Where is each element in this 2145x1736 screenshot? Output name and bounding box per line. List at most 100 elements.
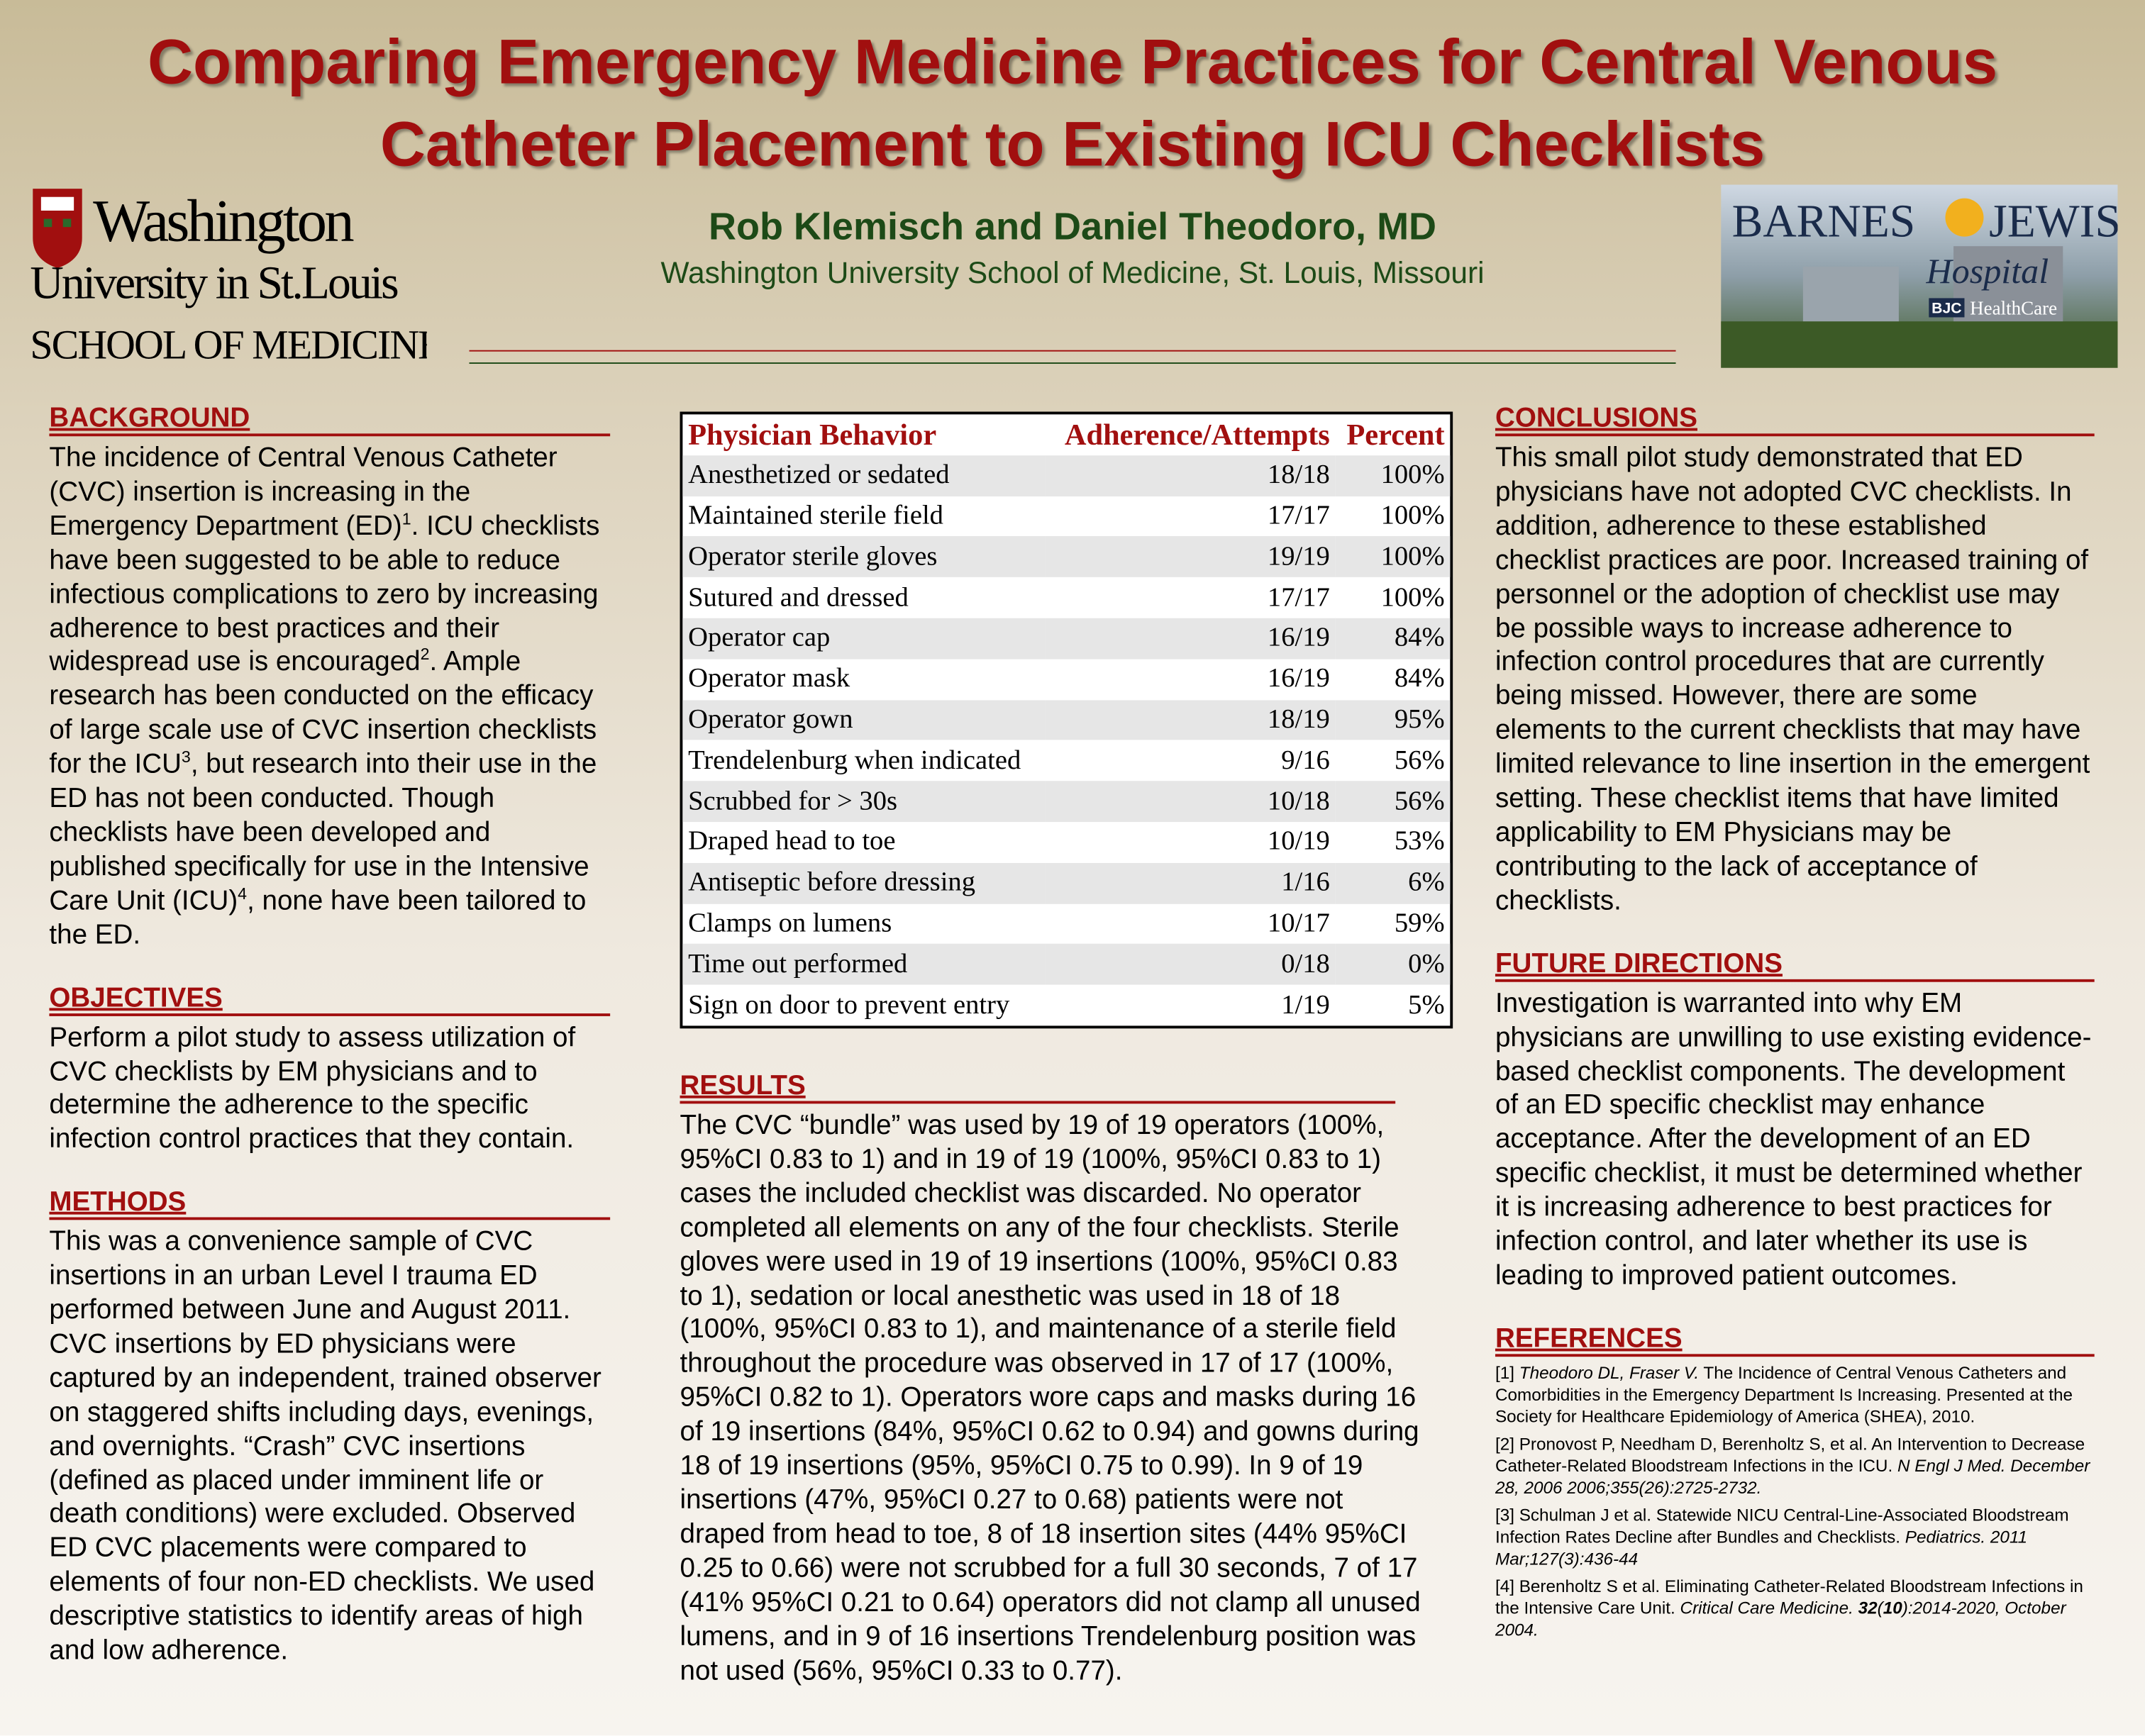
table-cell: 59% [1394, 908, 1445, 938]
table-row: Operator cap 16/19 84% [682, 618, 1451, 660]
table-cell: Draped head to toe [688, 826, 896, 857]
table-cell: 56% [1335, 781, 1451, 823]
paragraph: This small pilot study demonstrated that… [1495, 443, 2090, 916]
table-cell: 100% [1380, 582, 1445, 613]
right-column: CONCLUSIONS This small pilot study demon… [1495, 404, 2095, 1671]
text: [2] Pronovost P, Needham D, Berenholtz S… [1495, 1434, 2085, 1476]
table-row: Operator sterile gloves 19/19 100% [682, 536, 1451, 578]
text: Critical Care Medicine. [1680, 1598, 1858, 1618]
section: FUTURE DIRECTIONS Investigation is warra… [1495, 949, 2095, 1293]
bjh-name: JEWISH [1989, 196, 2117, 247]
section: METHODS This was a convenience sample of… [49, 1187, 611, 1668]
divider [469, 350, 1676, 352]
text: [3] Schulman J et al. Statewide NICU Cen… [1495, 1506, 2069, 1547]
table-row: Time out performed 0/18 0% [682, 944, 1451, 985]
paragraph: The incidence of Central Venous Catheter… [49, 442, 610, 953]
table: Physician Behavior Adherence/Attempts Perc… [682, 414, 1451, 1025]
column-header: Physician Behavior [688, 417, 937, 452]
reference: [4] Berenholtz S et al. Eliminating Cath… [1495, 1575, 2095, 1641]
table-cell: 53% [1394, 826, 1445, 857]
table-head: Physician Behavior Adherence/Attempts Perc… [682, 414, 1450, 455]
heading: REFERENCES [1495, 1324, 2095, 1357]
washu-subtitle: University in St.Louis [30, 257, 398, 308]
heading: OBJECTIVES [49, 983, 611, 1016]
table-cell: 16/19 [1267, 663, 1330, 694]
heading: FUTURE DIRECTIONS [1495, 949, 2095, 982]
table-cell: Operator sterile gloves [682, 536, 1045, 578]
title: Comparing Emergency Medicine Practices f… [147, 26, 1998, 97]
text: Pediatrics. 2011 Mar;127(3):436-44 [1495, 1527, 2028, 1569]
table-cell: 17/17 [1267, 500, 1330, 531]
table-cell: 1/16 [1044, 862, 1336, 903]
section: REFERENCES [1] Theodoro DL, Fraser V. Th… [1495, 1324, 2095, 1641]
shield-band [40, 196, 74, 211]
text: The Incidence of Central Venous Catheter… [1495, 1363, 2073, 1427]
citation: 3 [181, 747, 191, 767]
table-cell: 10/19 [1267, 826, 1330, 857]
heading: CONCLUSIONS [1495, 404, 2095, 437]
section: OBJECTIVES Perform a pilot study to asse… [49, 983, 611, 1157]
table-cell: 100% [1380, 500, 1445, 531]
text: 10 [1883, 1598, 1902, 1618]
citation: 1 [401, 508, 411, 528]
reference: [3] Schulman J et al. Statewide NICU Cen… [1495, 1504, 2095, 1570]
table-cell: 1/19 [1281, 989, 1330, 1020]
shield-mark [43, 218, 52, 228]
table-cell: 18/19 [1044, 699, 1336, 741]
table-row: Trendelenburg when indicated 9/16 56% [682, 740, 1450, 781]
text: ( [1877, 1598, 1883, 1618]
table-row: Clamps on lumens 10/17 59% [682, 903, 1450, 944]
table-row: Antiseptic before dressing 1/16 6% [682, 862, 1451, 903]
table-cell: 0/18 [1044, 944, 1336, 985]
table-cell: Scrubbed for > 30s [682, 781, 1045, 823]
table-row: Scrubbed for > 30s 10/18 56% [682, 781, 1451, 823]
building [1802, 267, 1899, 328]
text: 32 [1858, 1598, 1878, 1618]
table-cell: 18/18 [1044, 455, 1336, 496]
text: . ICU checklists have been suggested to … [49, 511, 600, 678]
paragraph: The CVC “bundle” was used by 19 of 19 op… [680, 1111, 1421, 1686]
paragraph: This was a convenience sample of CVC ins… [49, 1227, 602, 1667]
paragraph: Perform a pilot study to assess utilizat… [49, 1022, 576, 1155]
authors: Rob Klemisch and Daniel Theodoro, MD [708, 205, 1437, 248]
heading: METHODS [49, 1187, 611, 1220]
table-cell: Sutured and dressed [688, 582, 909, 613]
divider [469, 362, 1676, 365]
text: [1] [1495, 1363, 1519, 1383]
bjh-badge: BJC [1931, 301, 1961, 317]
table-cell: 100% [1335, 455, 1451, 496]
text: ):2014-2020, October 2004. [1495, 1598, 2066, 1640]
trees [1721, 321, 2118, 368]
table-row: Operator mask 16/19 84% [682, 659, 1450, 699]
table-cell: 0% [1335, 944, 1451, 985]
table-cell: 84% [1335, 618, 1451, 660]
text: [4] Berenholtz S et al. Eliminating Cath… [1495, 1576, 2083, 1618]
heading: BACKGROUND [49, 404, 611, 437]
text: , none have been tailored to the ED. [49, 886, 587, 950]
table-cell: Anesthetized or sedated [682, 455, 1045, 496]
heading: RESULTS [680, 1071, 1396, 1104]
table-cell: 9/16 [1281, 745, 1330, 776]
table-row: Anesthetized or sedated 18/18 100% [682, 455, 1451, 496]
badge [1929, 298, 1965, 318]
building [1953, 246, 2063, 328]
table-row: Sutured and dressed 17/17 100% [682, 577, 1450, 618]
paragraph: Investigation is warranted into why EM p… [1495, 988, 2092, 1291]
table-cell: Operator cap [682, 618, 1045, 660]
table-row: Maintained sterile field 17/17 100% [682, 496, 1450, 536]
reference: [2] Pronovost P, Needham D, Berenholtz S… [1495, 1433, 2095, 1499]
table-row: Operator gown 18/19 95% [682, 699, 1451, 741]
affiliation: Washington University School of Medicine… [660, 255, 1485, 290]
citation: 2 [420, 645, 430, 664]
table-cell: 100% [1335, 536, 1451, 578]
table-cell: 5% [1408, 989, 1445, 1020]
table-cell: 56% [1394, 745, 1445, 776]
table-row: Draped head to toe 10/19 53% [682, 822, 1450, 862]
sun [1945, 198, 1984, 237]
text: , but research into their use in the ED … [49, 750, 597, 916]
shield-mark [62, 218, 72, 228]
table-cell: 6% [1335, 862, 1451, 903]
table-cell: Trendelenburg when indicated [688, 745, 1021, 776]
